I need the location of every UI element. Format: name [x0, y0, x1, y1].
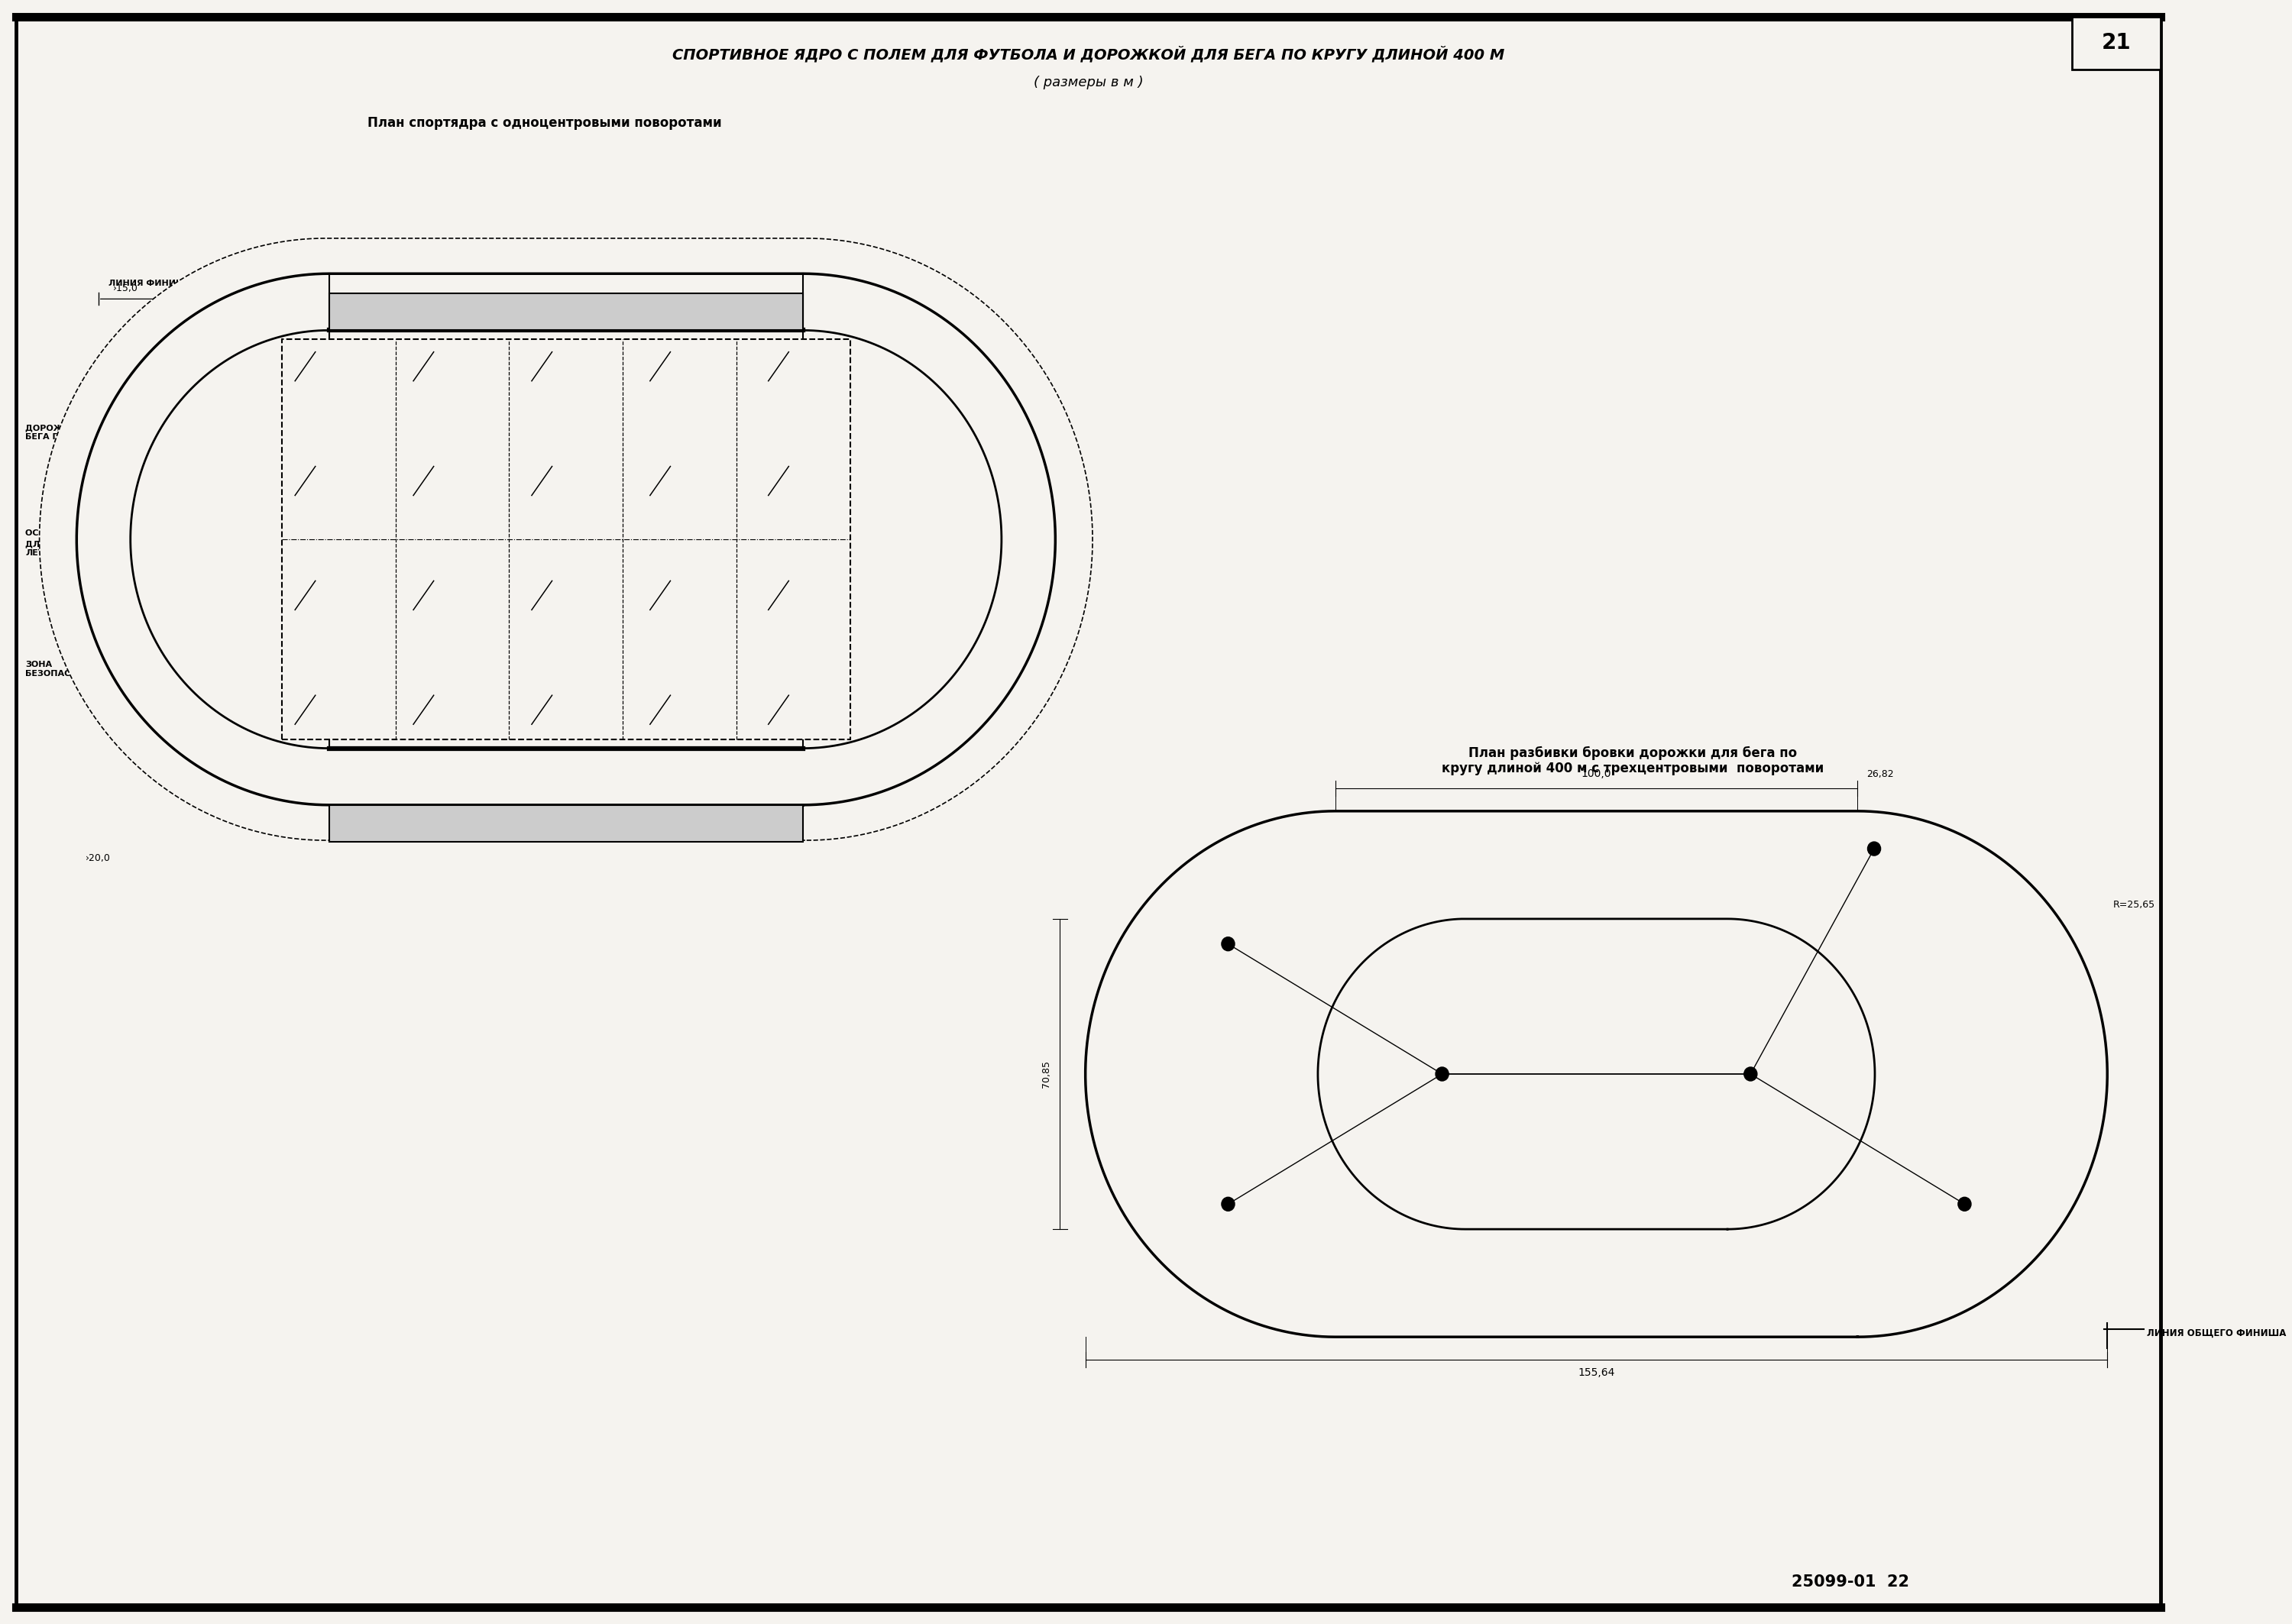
Text: 59,04: 59,04: [1584, 1098, 1609, 1109]
Text: ЗОНА
БЕЗОПАСНОСТИ: ЗОНА БЕЗОПАСНОСТИ: [25, 661, 103, 677]
Text: 103,0: 103,0: [552, 763, 580, 775]
Text: 26,82: 26,82: [1866, 770, 1893, 780]
Text: 70,85: 70,85: [1041, 1060, 1052, 1088]
Text: R=36,0: R=36,0: [809, 409, 832, 440]
Circle shape: [1744, 1067, 1758, 1082]
Text: ( размеры в м ): ( размеры в м ): [1034, 76, 1144, 89]
Text: 25099-01  22: 25099-01 22: [1792, 1574, 1909, 1590]
Text: ›15,0: ›15,0: [112, 284, 138, 294]
Text: 21: 21: [2102, 32, 2132, 54]
Text: 60°: 60°: [1744, 981, 1760, 991]
Text: СПОРТИВНОЕ ЯДРО С ПОЛЕМ ДЛЯ ФУТБОЛА И ДОРОЖКОЙ ДЛЯ БЕГА ПО КРУГУ ДЛИНОЙ 400 М: СПОРТИВНОЕ ЯДРО С ПОЛЕМ ДЛЯ ФУТБОЛА И ДО…: [672, 45, 1504, 62]
Text: ДОРОЖКА ДЛЯ
БЕГА ПО ПРЯМОЙ: ДОРОЖКА ДЛЯ БЕГА ПО ПРЯМОЙ: [839, 281, 926, 297]
Text: 60°: 60°: [1455, 1026, 1471, 1038]
Text: 100,0: 100,0: [1581, 768, 1611, 780]
Polygon shape: [39, 239, 1093, 840]
Polygon shape: [76, 273, 1054, 806]
Circle shape: [1222, 1197, 1235, 1212]
Bar: [330, 806, 802, 841]
Text: 60°: 60°: [1790, 1015, 1808, 1025]
Circle shape: [1957, 1197, 1971, 1212]
Bar: [2072, 16, 2161, 70]
Text: 10,0-10,7: 10,0-10,7: [809, 539, 850, 547]
Polygon shape: [131, 330, 1002, 749]
Text: R=47,3: R=47,3: [1772, 1103, 1808, 1114]
Polygon shape: [1318, 919, 1875, 1229]
Bar: [330, 294, 802, 330]
Text: R=25,65: R=25,65: [2113, 900, 2154, 909]
Text: ОСНОВНОЙ СЕКТОР
ДЛЯ ЛЕГКОЙ АТ-
ЛЕТИКИ: ОСНОВНОЙ СЕКТОР ДЛЯ ЛЕГКОЙ АТ- ЛЕТИКИ: [25, 529, 121, 557]
Text: 42,98: 42,98: [433, 257, 461, 266]
Text: ЛИНИЯ ФИНИША: ЛИНИЯ ФИНИША: [108, 279, 193, 287]
Text: ДОПОЛНИТЕЛЬНЫЙ СЕКТОР
ДЛЯ ПРЫЖКОВ: ДОПОЛНИТЕЛЬНЫЙ СЕКТОР ДЛЯ ПРЫЖКОВ: [493, 812, 639, 835]
Text: План разбивки бровки дорожки для бега по
кругу длиной 400 м с трехцентровыми  по: План разбивки бровки дорожки для бега по…: [1442, 745, 1824, 776]
Circle shape: [1868, 841, 1882, 856]
Circle shape: [1222, 937, 1235, 950]
Text: 69,0: 69,0: [869, 529, 880, 551]
Circle shape: [1435, 1067, 1449, 1082]
Text: ЗОНА
БЕЗОПАСНОСТИ: ЗОНА БЕЗОПАСНОСТИ: [839, 523, 919, 539]
Text: 60°: 60°: [1790, 1108, 1808, 1117]
Bar: [282, 339, 850, 739]
Text: ›20,0: ›20,0: [85, 853, 110, 862]
Text: ЯМА С ВОДОЙ
ДЛЯ БЕГА С ПРЕ-
ПЯТСТВИЯМИ: ЯМА С ВОДОЙ ДЛЯ БЕГА С ПРЕ- ПЯТСТВИЯМИ: [839, 419, 921, 445]
Text: ДОПОЛНИТЕЛЬНЫЙ СЕКТОР
ДЛЯ ПРЫЖКОВ: ДОПОЛНИТЕЛЬНЫЙ СЕКТОР ДЛЯ ПРЫЖКОВ: [493, 300, 639, 323]
Text: 155,64: 155,64: [1577, 1367, 1616, 1379]
Text: ДОРОЖКА ДЛЯ
БЕГА ПО КРУГУ: ДОРОЖКА ДЛЯ БЕГА ПО КРУГУ: [25, 424, 101, 440]
Text: 42,98: 42,98: [672, 257, 699, 266]
Polygon shape: [1086, 810, 2106, 1337]
Text: R=36,0: R=36,0: [809, 591, 841, 614]
Text: ОСНОВНОЙ СЕКТОР
ДЛЯ ЛЕГКОЙ
АТЛЕТИКИ: ОСНОВНОЙ СЕКТОР ДЛЯ ЛЕГКОЙ АТЛЕТИКИ: [839, 603, 935, 628]
Text: ФУТБОЛЬНОЕ
// ПОЛЕ /: ФУТБОЛЬНОЕ // ПОЛЕ /: [463, 515, 552, 541]
Text: План спортядра с одноцентровыми поворотами: План спортядра с одноцентровыми поворота…: [367, 115, 722, 130]
Text: ЛИНИЯ ОБЩЕГО ФИНИША: ЛИНИЯ ОБЩЕГО ФИНИША: [2148, 1328, 2287, 1338]
Text: ›29,0: ›29,0: [850, 284, 876, 294]
